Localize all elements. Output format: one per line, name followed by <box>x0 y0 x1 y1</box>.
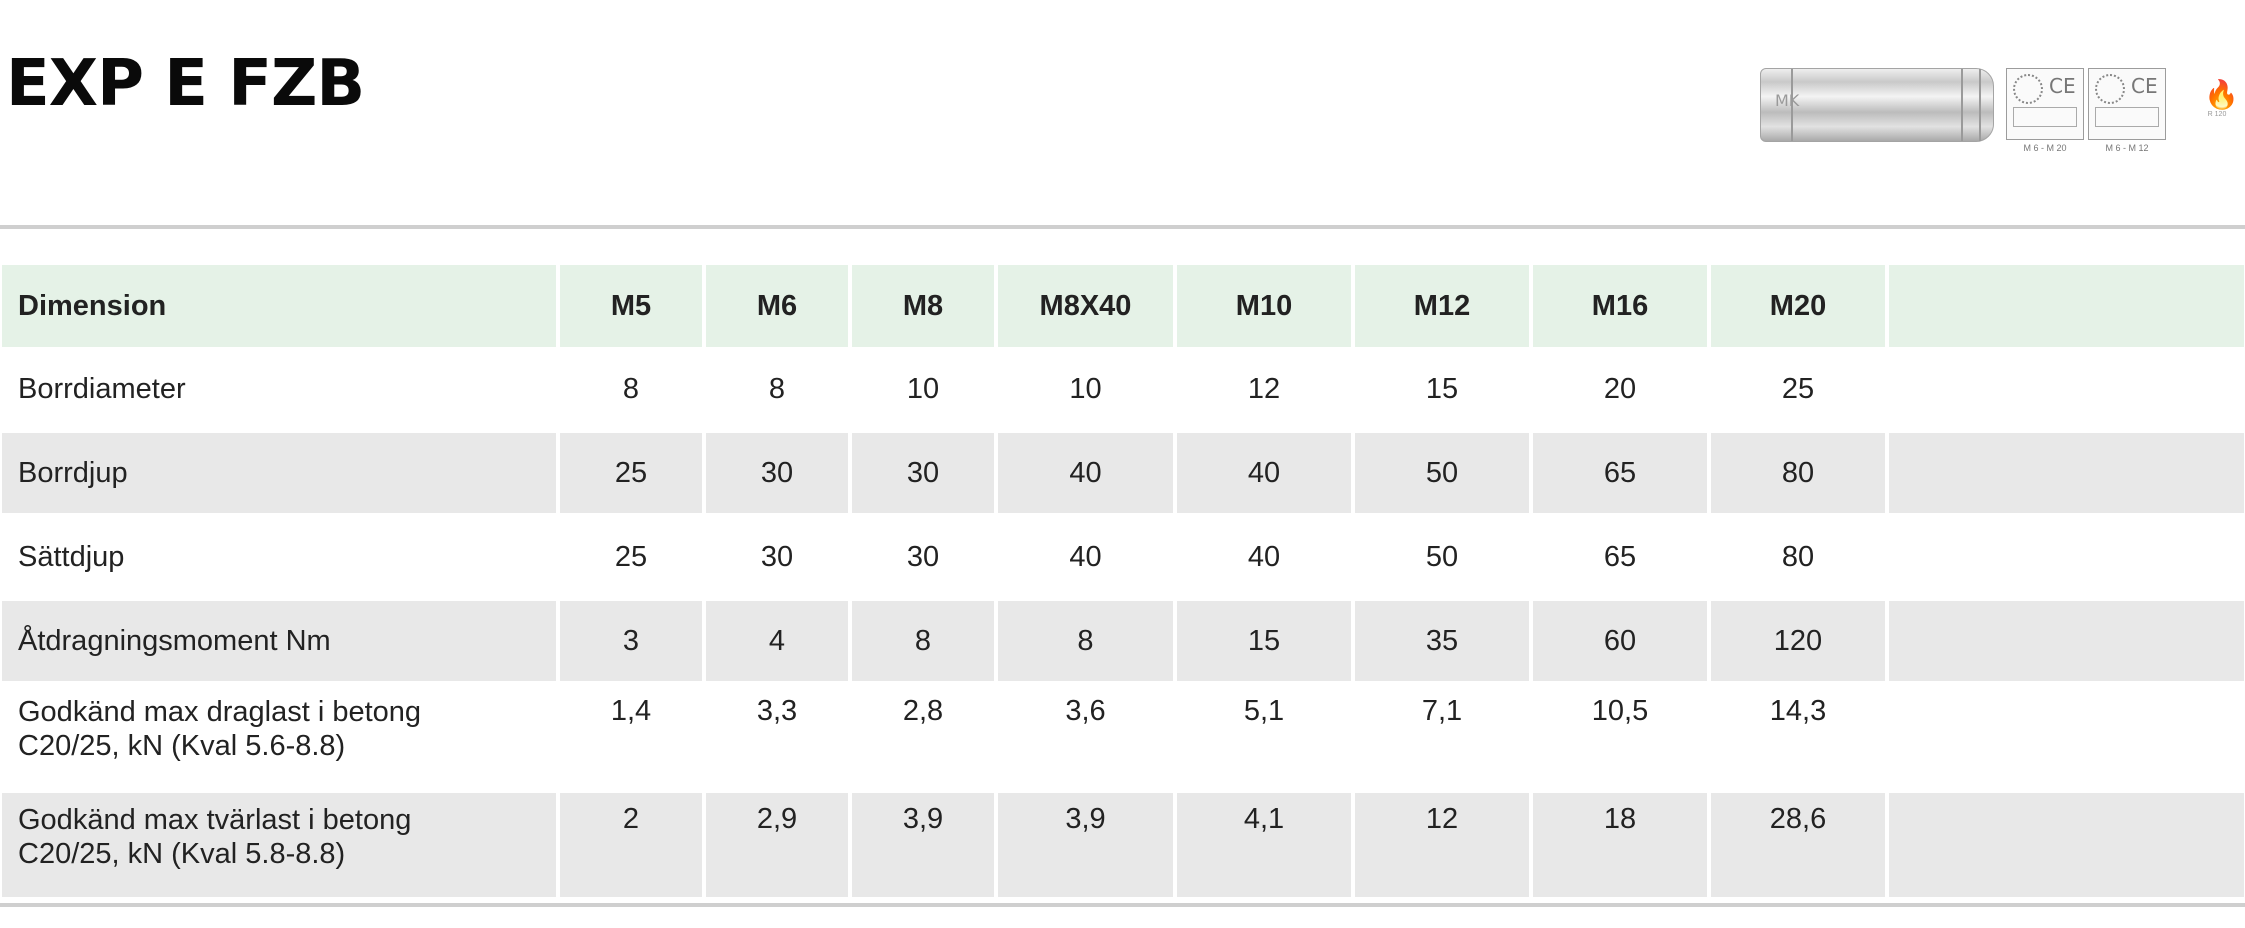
table-cell: 7,1 <box>1355 685 1529 793</box>
table-cell: 30 <box>706 517 848 601</box>
table-cell: 10,5 <box>1533 685 1707 793</box>
table-cell: 40 <box>1177 433 1351 517</box>
table-cell: 80 <box>1711 517 1885 601</box>
table-cell: 30 <box>706 433 848 517</box>
table-cell: 8 <box>560 349 702 433</box>
table-row: Åtdragningsmoment Nm 3 4 8 8 15 35 60 12… <box>2 601 2244 685</box>
table-cell: 120 <box>1711 601 1885 685</box>
eta-seal-icon <box>2095 74 2125 104</box>
table-cell: 1,4 <box>560 685 702 793</box>
ce-mark-icon: CE <box>2049 74 2076 98</box>
table-row: Sättdjup 25 30 30 40 40 50 65 80 <box>2 517 2244 601</box>
row-label: Sättdjup <box>2 517 556 601</box>
table-cell: 18 <box>1533 793 1707 901</box>
row-label: Borrdiameter <box>2 349 556 433</box>
table-cell: 20 <box>1533 349 1707 433</box>
header-cell: M8X40 <box>998 265 1173 349</box>
table-cell: 40 <box>998 517 1173 601</box>
table-row: Godkänd max tvärlast i betong C20/25, kN … <box>2 793 2244 901</box>
eta-certificate-badge: CE M 6 - M 20 <box>2006 68 2084 153</box>
table-cell: 80 <box>1711 433 1885 517</box>
table-cell: 50 <box>1355 517 1529 601</box>
table-cell: 25 <box>560 517 702 601</box>
row-label: Godkänd max draglast i betong C20/25, kN … <box>2 685 556 793</box>
table-cell <box>1889 349 2244 433</box>
table-cell: 30 <box>852 433 994 517</box>
table-cell: 30 <box>852 517 994 601</box>
header-cell: M12 <box>1355 265 1529 349</box>
header-cell: M6 <box>706 265 848 349</box>
product-badges: MK CE M 6 - M 20 CE M 6 - M 12 🔥 R 120 <box>1760 65 2239 153</box>
table-cell: 50 <box>1355 433 1529 517</box>
top-divider <box>0 225 2245 229</box>
table-cell: 5,1 <box>1177 685 1351 793</box>
table-cell: 3,6 <box>998 685 1173 793</box>
table-cell: 4 <box>706 601 848 685</box>
table-cell: 40 <box>998 433 1173 517</box>
row-label-line: Godkänd max draglast i betong <box>18 696 422 728</box>
table-cell: 8 <box>998 601 1173 685</box>
header-cell: M10 <box>1177 265 1351 349</box>
header-cell: M8 <box>852 265 994 349</box>
table-cell: 3 <box>560 601 702 685</box>
anchor-product-image: MK <box>1760 68 1994 142</box>
certificate-range: M 6 - M 20 <box>2023 143 2067 153</box>
table-cell: 65 <box>1533 433 1707 517</box>
row-label: Åtdragningsmoment Nm <box>2 601 556 685</box>
fire-rating-icon: 🔥 R 120 <box>2204 79 2239 119</box>
table-cell: 15 <box>1355 349 1529 433</box>
table-cell <box>1889 601 2244 685</box>
table-row: Borrdjup 25 30 30 40 40 50 65 80 <box>2 433 2244 517</box>
table-cell: 8 <box>852 601 994 685</box>
table-cell: 2 <box>560 793 702 901</box>
header-cell: M5 <box>560 265 702 349</box>
page-title: EXP E FZB <box>6 47 365 121</box>
table-row: Borrdiameter 8 8 10 10 12 15 20 25 <box>2 349 2244 433</box>
certificate-range: M 6 - M 12 <box>2105 143 2149 153</box>
table-cell: 25 <box>560 433 702 517</box>
table-cell: 3,9 <box>998 793 1173 901</box>
table-cell: 65 <box>1533 517 1707 601</box>
table-cell <box>1889 793 2244 901</box>
table-cell: 2,8 <box>852 685 994 793</box>
row-label-line: Godkänd max tvärlast i betong <box>18 804 412 836</box>
table-cell: 3,3 <box>706 685 848 793</box>
table-cell <box>1889 517 2244 601</box>
eta-certificate-badge: CE M 6 - M 12 <box>2088 68 2166 153</box>
header-cell: M20 <box>1711 265 1885 349</box>
table-cell: 10 <box>998 349 1173 433</box>
ce-mark-icon: CE <box>2131 74 2158 98</box>
eta-seal-icon <box>2013 74 2043 104</box>
table-cell: 60 <box>1533 601 1707 685</box>
table-cell: 2,9 <box>706 793 848 901</box>
header-cell-dimension: Dimension <box>2 265 556 349</box>
table-cell: 10 <box>852 349 994 433</box>
anchor-mark-text: MK <box>1775 91 1800 110</box>
table-cell: 40 <box>1177 517 1351 601</box>
row-label-line: C20/25, kN (Kval 5.6-8.8) <box>18 730 346 762</box>
table-cell: 35 <box>1355 601 1529 685</box>
table-cell: 15 <box>1177 601 1351 685</box>
table-cell: 25 <box>1711 349 1885 433</box>
table-cell <box>1889 433 2244 517</box>
table-cell: 4,1 <box>1177 793 1351 901</box>
header-cell <box>1889 265 2244 349</box>
table-cell: 8 <box>706 349 848 433</box>
header-cell: M16 <box>1533 265 1707 349</box>
bottom-divider <box>0 903 2245 907</box>
row-label: Godkänd max tvärlast i betong C20/25, kN … <box>2 793 556 901</box>
table-cell <box>1889 685 2244 793</box>
table-cell: 12 <box>1355 793 1529 901</box>
table-cell: 12 <box>1177 349 1351 433</box>
row-label: Borrdjup <box>2 433 556 517</box>
table-cell: 14,3 <box>1711 685 1885 793</box>
table-cell: 3,9 <box>852 793 994 901</box>
table-cell: 28,6 <box>1711 793 1885 901</box>
row-label-line: C20/25, kN (Kval 5.8-8.8) <box>18 838 346 870</box>
spec-table: Dimension M5 M6 M8 M8X40 M10 M12 M16 M20… <box>0 265 2245 901</box>
table-row: Godkänd max draglast i betong C20/25, kN … <box>2 685 2244 793</box>
table-header-row: Dimension M5 M6 M8 M8X40 M10 M12 M16 M20 <box>2 265 2244 349</box>
fire-rating-label: R 120 <box>2207 111 2227 118</box>
